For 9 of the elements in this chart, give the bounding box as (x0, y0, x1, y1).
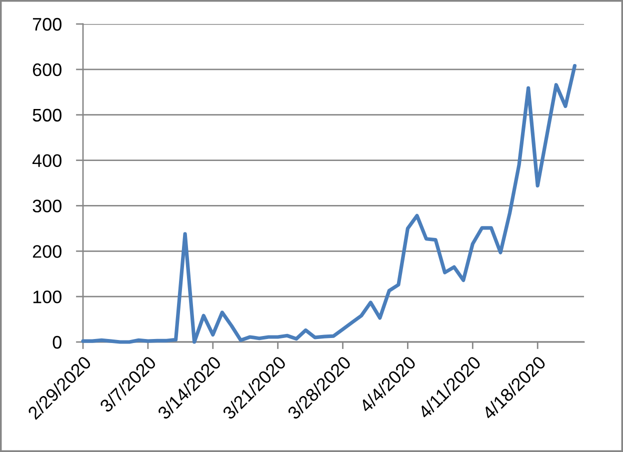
y-tick-label: 300 (32, 200, 62, 212)
y-tick-label: 200 (32, 245, 62, 258)
y-tick-label: 400 (32, 154, 62, 168)
y-tick-label: 700 (32, 18, 62, 31)
y-tick-label: 600 (32, 63, 62, 76)
line-series (81, 64, 577, 344)
y-tick-label: 500 (32, 108, 62, 122)
y-tick-label: 100 (33, 290, 62, 304)
y-tick-label: 0 (52, 336, 62, 349)
